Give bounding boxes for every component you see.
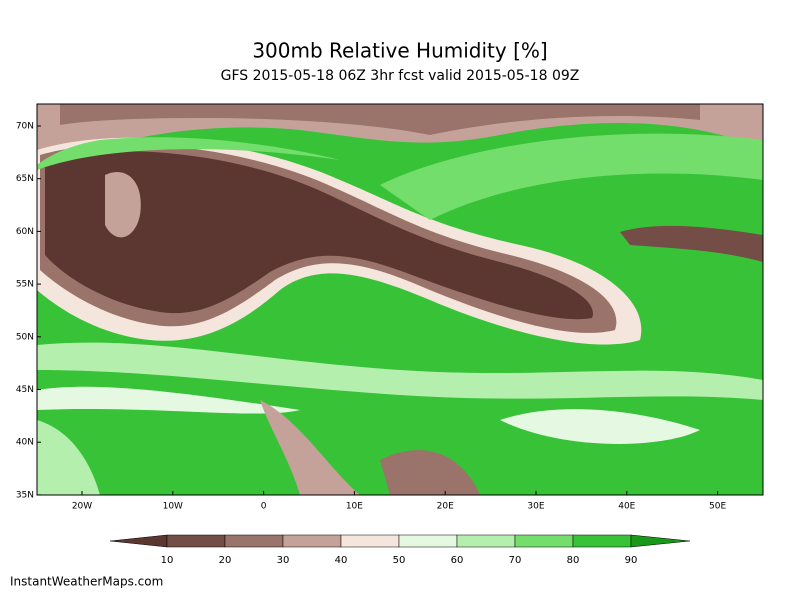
credit: InstantWeatherMaps.com (10, 575, 163, 589)
lon-label: 10E (346, 502, 363, 512)
colorbar-label: 70 (509, 555, 522, 566)
lat-label: 50N (16, 332, 34, 342)
lat-label: 40N (16, 438, 34, 448)
colorbar-label: 30 (277, 555, 290, 566)
colorbar-swatch (282, 534, 342, 548)
colorbar-swatch (398, 534, 458, 548)
colorbar-label: 10 (161, 555, 174, 566)
lon-label: 50E (709, 502, 726, 512)
humidity-field (37, 104, 763, 495)
colorbar-swatch (572, 534, 632, 548)
colorbar-label: 50 (393, 555, 406, 566)
lat-label: 65N (16, 174, 34, 184)
colorbar-label: 20 (219, 555, 232, 566)
colorbar-swatch (340, 534, 400, 548)
lon-label: 30E (527, 502, 544, 512)
colorbar-swatch (166, 534, 226, 548)
map-frame (36, 103, 764, 496)
colorbar: 10 20 30 40 50 60 70 80 90 (109, 534, 691, 566)
colorbar-swatch (514, 534, 574, 548)
lon-label: 20W (72, 502, 92, 512)
title: 300mb Relative Humidity [%] (252, 39, 547, 63)
colorbar-swatch (456, 534, 516, 548)
colorbar-label: 40 (335, 555, 348, 566)
lon-label: 20E (437, 502, 454, 512)
colorbar-swatch (224, 534, 284, 548)
lon-label: 10W (163, 502, 183, 512)
lat-label: 45N (16, 385, 34, 395)
lon-label: 0 (261, 502, 267, 512)
lat-label: 60N (16, 227, 34, 237)
subtitle: GFS 2015-05-18 06Z 3hr fcst valid 2015-0… (221, 68, 580, 84)
lat-label: 35N (16, 490, 34, 500)
colorbar-label: 80 (567, 555, 580, 566)
colorbar-label: 90 (625, 555, 638, 566)
colorbar-label: 60 (451, 555, 464, 566)
lat-label: 70N (16, 122, 34, 132)
colorbar-arrow (109, 534, 168, 548)
axes: 70N 65N 60N 55N 50N 45N 40N 35N 20W 10W 0 10E 20E 30E… (16, 122, 727, 512)
lat-label: 55N (16, 280, 34, 290)
colorbar-arrow (630, 534, 691, 548)
lon-label: 40E (618, 502, 635, 512)
